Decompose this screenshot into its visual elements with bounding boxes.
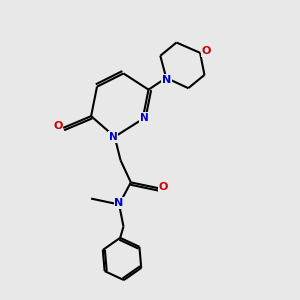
Text: N: N <box>162 75 171 85</box>
Text: O: O <box>53 122 62 131</box>
Text: O: O <box>202 46 211 56</box>
Text: N: N <box>109 132 118 142</box>
Text: N: N <box>115 198 124 208</box>
Text: O: O <box>159 182 168 192</box>
Text: N: N <box>140 112 148 123</box>
